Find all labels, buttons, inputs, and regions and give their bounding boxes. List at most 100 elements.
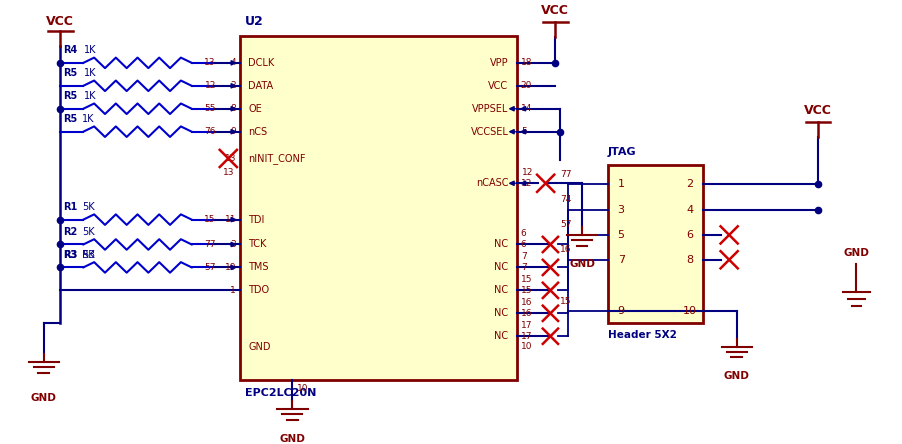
Text: 8: 8 [230,104,235,113]
Text: 77: 77 [559,170,571,178]
Text: 11: 11 [225,215,235,224]
Text: 13: 13 [222,168,234,177]
Text: U2: U2 [244,16,263,28]
Text: 5K: 5K [82,250,95,260]
Text: GND: GND [723,371,749,381]
Text: GND: GND [842,248,869,258]
Text: VCC: VCC [46,15,74,28]
Text: R3: R3 [63,250,78,260]
Text: 1: 1 [617,179,624,189]
Text: 12: 12 [520,179,531,188]
Text: JTAG: JTAG [607,147,636,158]
Text: TDO: TDO [248,285,269,295]
Text: 74: 74 [559,195,571,204]
Text: VPP: VPP [489,58,508,68]
Text: EPC2LC20N: EPC2LC20N [244,388,316,398]
Text: 16: 16 [520,309,531,318]
Text: 9: 9 [617,306,624,317]
Text: 18: 18 [520,58,531,67]
Text: 4: 4 [230,58,235,67]
Text: nCASC: nCASC [475,178,508,188]
Text: GND: GND [568,259,594,269]
Text: 76: 76 [204,127,216,136]
Text: R3: R3 [82,250,95,260]
Text: 57: 57 [559,220,571,229]
Text: R5: R5 [63,114,78,124]
Text: GND: GND [248,342,271,352]
Text: 8: 8 [686,255,693,265]
Text: 6: 6 [686,230,693,240]
Text: 10: 10 [297,384,308,393]
Text: 3: 3 [230,240,235,249]
Text: NC: NC [493,285,508,295]
Text: nCS: nCS [248,127,267,137]
Text: 55: 55 [204,104,216,113]
Text: GND: GND [279,434,305,444]
Text: 12: 12 [204,81,216,90]
Text: OE: OE [248,104,262,114]
Text: nINIT_CONF: nINIT_CONF [248,153,306,164]
Text: Header 5X2: Header 5X2 [607,330,676,341]
Text: GND: GND [31,392,57,403]
Text: 5: 5 [617,230,624,240]
Text: 2: 2 [686,179,693,189]
Text: 19: 19 [225,263,235,272]
Bar [607,165,703,323]
Text: NC: NC [493,331,508,341]
Text: 77: 77 [204,240,216,249]
Text: VCC: VCC [540,4,568,17]
Text: VCC: VCC [488,81,508,91]
Text: 6: 6 [520,229,526,238]
Text: VCC: VCC [803,104,831,117]
Text: 10: 10 [682,306,696,317]
Text: 7: 7 [617,255,624,265]
Text: 5: 5 [520,127,526,136]
Text: NC: NC [493,262,508,273]
Text: 3: 3 [617,205,624,215]
Text: NC: NC [493,308,508,318]
Text: 5K: 5K [82,227,95,237]
Text: 12: 12 [521,168,532,177]
Text: R5: R5 [63,68,78,78]
Text: DATA: DATA [248,81,273,91]
Text: 1K: 1K [84,45,97,55]
Text: VCCSEL: VCCSEL [470,127,508,137]
Text: 15: 15 [520,286,531,295]
Bar [240,36,517,380]
Text: NC: NC [493,239,508,250]
Text: 13: 13 [225,154,235,163]
Text: 13: 13 [204,58,216,67]
Text: DCLK: DCLK [248,58,274,68]
Text: R3: R3 [63,250,78,260]
Text: 15: 15 [520,275,531,284]
Text: 16: 16 [520,297,531,307]
Text: 1K: 1K [82,114,95,124]
Text: 5K: 5K [82,202,95,212]
Text: 4: 4 [686,205,693,215]
Text: TCK: TCK [248,239,266,250]
Text: 57: 57 [204,263,216,272]
Text: 1K: 1K [84,91,97,101]
Text: 17: 17 [520,332,531,341]
Text: 7: 7 [520,252,526,261]
Text: 1K: 1K [84,68,97,78]
Text: R1: R1 [63,202,78,212]
Text: 10: 10 [520,342,531,351]
Text: 17: 17 [520,321,531,329]
Text: TDI: TDI [248,214,264,225]
Text: VPPSEL: VPPSEL [472,104,508,114]
Text: 9: 9 [230,127,235,136]
Text: 14: 14 [520,104,531,113]
Text: 20: 20 [520,81,531,90]
Text: 15: 15 [559,297,571,305]
Text: 6: 6 [520,240,526,249]
Text: 15: 15 [204,215,216,224]
Text: R2: R2 [63,227,78,237]
Text: 7: 7 [520,263,526,272]
Text: 2: 2 [230,81,235,90]
Text: TMS: TMS [248,262,269,273]
Text: R5: R5 [63,91,78,101]
Text: 16: 16 [559,245,571,254]
Text: R4: R4 [63,45,78,55]
Text: 1: 1 [230,286,235,295]
